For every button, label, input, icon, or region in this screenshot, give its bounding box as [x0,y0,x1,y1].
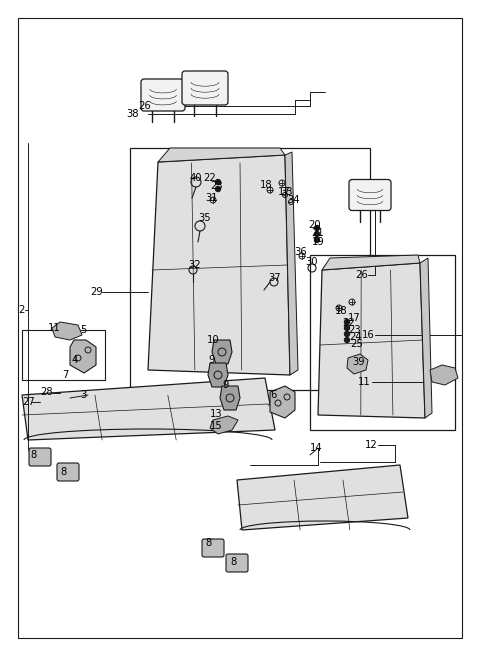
Polygon shape [347,354,368,374]
Text: 34: 34 [287,195,300,205]
Bar [22,330,105,380]
Bar [130,148,370,390]
Text: 13: 13 [210,409,223,419]
Polygon shape [148,155,290,375]
Text: 40: 40 [190,173,203,183]
Text: 30: 30 [305,257,317,267]
Text: 10: 10 [207,335,220,345]
Bar [310,255,455,430]
Text: 11: 11 [48,323,61,333]
Text: 37: 37 [268,273,281,283]
Text: 39: 39 [352,357,365,367]
Polygon shape [158,148,285,162]
Text: 9: 9 [222,380,228,390]
Text: 27: 27 [22,397,35,407]
Text: 31: 31 [205,193,217,203]
Polygon shape [237,465,408,530]
Polygon shape [22,378,275,440]
Polygon shape [420,258,432,418]
Text: 23: 23 [348,325,360,335]
Text: 4: 4 [72,355,78,365]
Polygon shape [318,263,425,418]
Text: 8: 8 [30,450,36,460]
Polygon shape [70,340,96,373]
Text: 6: 6 [270,390,276,400]
Text: 23: 23 [210,181,223,191]
Text: 16: 16 [362,330,375,340]
Text: 8: 8 [205,538,211,548]
Circle shape [314,237,320,243]
Polygon shape [285,152,298,375]
FancyBboxPatch shape [141,79,185,111]
FancyBboxPatch shape [226,554,248,572]
Text: 28: 28 [40,387,53,397]
Circle shape [314,232,320,237]
Circle shape [345,337,349,342]
FancyBboxPatch shape [182,71,228,105]
FancyBboxPatch shape [29,448,51,466]
FancyBboxPatch shape [57,463,79,481]
Text: 32: 32 [188,260,201,270]
Text: 26: 26 [355,270,368,280]
Text: 20: 20 [308,220,321,230]
Text: 3: 3 [80,390,86,400]
Polygon shape [430,365,458,385]
FancyBboxPatch shape [349,180,391,211]
Text: 7: 7 [62,370,68,380]
Circle shape [216,186,220,192]
Circle shape [314,226,320,230]
Text: 26: 26 [138,101,151,111]
Text: 22: 22 [203,173,216,183]
Text: 2: 2 [18,305,24,315]
Text: 24: 24 [349,332,361,342]
Text: 5: 5 [80,325,86,335]
Text: 18: 18 [335,306,348,316]
Polygon shape [212,340,232,364]
Polygon shape [270,386,295,418]
Circle shape [345,325,349,331]
Text: 14: 14 [310,443,323,453]
Polygon shape [210,416,238,434]
Text: 17: 17 [348,313,361,323]
Text: 9: 9 [208,355,215,365]
Circle shape [345,331,349,337]
Polygon shape [52,322,82,340]
Text: 8: 8 [230,557,236,567]
Polygon shape [208,363,228,387]
Text: 12: 12 [365,440,378,450]
Text: 35: 35 [198,213,211,223]
Text: 17: 17 [278,187,291,197]
Text: 19: 19 [312,237,325,247]
Text: 36: 36 [294,247,307,257]
FancyBboxPatch shape [202,539,224,557]
Circle shape [216,180,220,184]
Text: 21: 21 [311,228,324,238]
Text: 8: 8 [60,467,66,477]
Text: 18: 18 [260,180,273,190]
Text: 29: 29 [90,287,103,297]
Text: 33: 33 [280,187,292,197]
Polygon shape [322,255,420,270]
Polygon shape [220,386,240,410]
Text: 15: 15 [210,421,223,431]
Text: 22: 22 [342,318,355,328]
Text: 11: 11 [358,377,371,387]
Text: 38: 38 [126,109,139,119]
Circle shape [345,319,349,325]
Text: 25: 25 [350,339,363,349]
